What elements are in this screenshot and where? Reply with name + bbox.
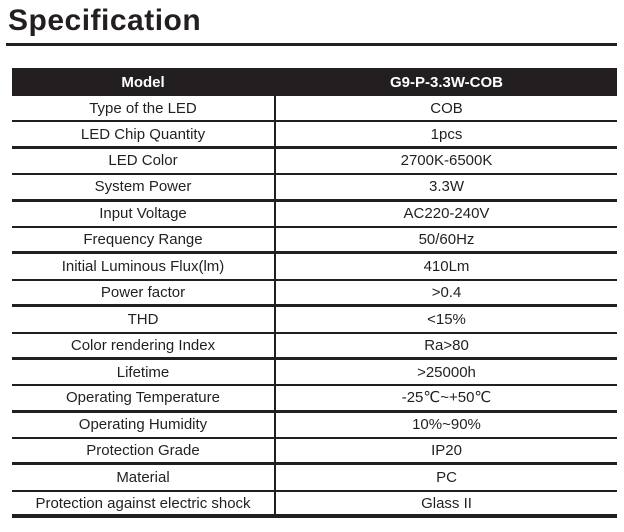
spec-label: Initial Luminous Flux(lm) (12, 254, 276, 279)
spec-value: AC220-240V (403, 205, 490, 223)
spec-label: THD (12, 307, 276, 332)
spec-value: COB (430, 99, 463, 117)
spec-value: 410Lm (423, 258, 470, 276)
spec-value: Glass II (421, 494, 472, 512)
spec-label: System Power (12, 175, 276, 199)
spec-label: Power factor (12, 280, 276, 305)
table-row: Initial Luminous Flux(lm) 410Lm (12, 254, 617, 281)
table-body: Type of the LED COB LED Chip Quantity 1p… (12, 96, 617, 519)
table-row: Protection against electric shock Glass … (12, 491, 617, 519)
table-row: Lifetime >25000h (12, 359, 617, 387)
specification-table: Model G9-P-3.3W-COB Type of the LED COB … (12, 68, 617, 519)
table-row: Frequency Range 50/60Hz (12, 227, 617, 255)
spec-value: 50/60Hz (418, 231, 475, 249)
spec-value: 2700K-6500K (400, 152, 493, 170)
table-row: Power factor >0.4 (12, 280, 617, 308)
spec-label: Operating Humidity (12, 412, 276, 438)
spec-value: 3.3W (428, 178, 464, 196)
spec-label: Operating Temperature (12, 386, 276, 410)
spec-label: Color rendering Index (12, 333, 276, 357)
spec-label: Protection against electric shock (12, 491, 276, 515)
spec-label: LED Color (12, 148, 276, 174)
title-underline (6, 43, 617, 46)
model-header-label: Model (12, 68, 276, 96)
spec-label: Input Voltage (12, 201, 276, 226)
spec-value: >25000h (417, 363, 476, 381)
table-row: Material PC (12, 465, 617, 492)
table-row: Input Voltage AC220-240V (12, 201, 617, 228)
spec-label: Lifetime (12, 359, 276, 385)
table-row: Operating Temperature -25℃~+50℃ (12, 386, 617, 413)
model-header-value: G9-P-3.3W-COB (389, 73, 504, 91)
spec-value: 10%~90% (412, 416, 481, 434)
spec-value: >0.4 (431, 283, 462, 301)
spec-label: Frequency Range (12, 227, 276, 252)
spec-label: Protection Grade (12, 439, 276, 463)
table-row: Protection Grade IP20 (12, 439, 617, 466)
spec-value: PC (436, 469, 457, 487)
table-row: Type of the LED COB (12, 96, 617, 123)
table-row: Operating Humidity 10%~90% (12, 412, 617, 440)
table-row: THD <15% (12, 307, 617, 334)
spec-value: Ra>80 (424, 336, 469, 354)
spec-label: Type of the LED (12, 96, 276, 121)
table-row: LED Chip Quantity 1pcs (12, 122, 617, 149)
specification-page: Specification Model G9-P-3.3W-COB Type o… (0, 4, 624, 519)
page-title: Specification (8, 4, 202, 37)
table-row: LED Color 2700K-6500K (12, 148, 617, 176)
spec-label: Material (12, 465, 276, 490)
spec-value: <15% (427, 310, 466, 328)
spec-label: LED Chip Quantity (12, 122, 276, 146)
table-header-row: Model G9-P-3.3W-COB (12, 68, 617, 96)
table-row: System Power 3.3W (12, 175, 617, 202)
spec-value: -25℃~+50℃ (401, 389, 492, 407)
spec-value: 1pcs (430, 125, 463, 143)
table-row: Color rendering Index Ra>80 (12, 333, 617, 360)
spec-value: IP20 (431, 442, 462, 460)
